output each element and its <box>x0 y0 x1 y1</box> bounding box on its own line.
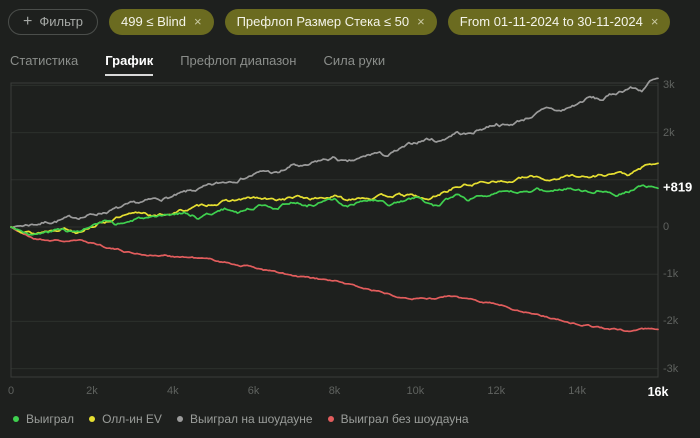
x-axis-tick: 4k <box>166 385 179 397</box>
tab-hand-strength[interactable]: Сила руки <box>323 53 386 68</box>
series-line-red <box>10 226 659 333</box>
legend-dot-icon <box>176 416 183 422</box>
tab-graph[interactable]: График <box>105 53 154 76</box>
x-axis-tick: 8k <box>328 385 341 397</box>
x-axis-total-hands-label: 16k <box>647 385 669 399</box>
legend-label: Выиграл на шоудауне <box>189 412 313 426</box>
add-filter-button[interactable]: + Фильтр <box>8 8 99 35</box>
tab-statistics[interactable]: Статистика <box>10 53 79 68</box>
x-axis-tick: 14k <box>568 385 586 397</box>
x-axis-tick: 2k <box>86 385 98 397</box>
plus-icon: + <box>23 12 33 30</box>
filter-chip[interactable]: Префлоп Размер Стека ≤ 50 × <box>224 8 437 35</box>
legend-item-gray[interactable]: Выиграл на шоудауне <box>176 412 313 426</box>
series-line-green <box>10 184 659 236</box>
series-line-gray <box>10 77 659 229</box>
close-icon[interactable]: × <box>650 14 659 29</box>
y-axis-tick: -1k <box>663 268 679 281</box>
tab-preflop-range[interactable]: Префлоп диапазон <box>180 53 297 68</box>
legend-dot-icon <box>89 416 96 422</box>
x-axis-tick: 10k <box>406 385 425 397</box>
y-axis-tick: 2k <box>663 126 675 139</box>
legend-item-green[interactable]: Выиграл <box>13 412 74 426</box>
y-axis-tick: -2k <box>663 315 679 328</box>
x-axis-labels: 0 2k 4k 6k 8k 10k 12k 14k 16k <box>0 385 700 401</box>
filter-chip[interactable]: From 01-11-2024 to 30-11-2024 × <box>447 8 671 35</box>
filter-button-label: Фильтр <box>39 14 84 29</box>
legend-item-yellow[interactable]: Олл-ин EV <box>89 412 162 426</box>
chart-area[interactable]: 3k 2k 0 -1k -2k -3k +819 <box>0 75 700 385</box>
legend-dot-icon <box>327 416 334 422</box>
graph-svg[interactable] <box>0 75 700 385</box>
x-axis-tick: 0 <box>7 385 15 397</box>
end-value-label: +819 <box>663 179 693 195</box>
legend-label: Выиграл <box>26 412 75 426</box>
legend-item-red[interactable]: Выиграл без шоудауна <box>327 412 469 426</box>
legend-label: Олл-ин EV <box>102 412 162 426</box>
legend-label: Выиграл без шоудауна <box>340 412 469 426</box>
filter-bar: + Фильтр 499 ≤ Blind × Префлоп Размер Стек… <box>8 8 692 35</box>
filter-chip[interactable]: 499 ≤ Blind × <box>109 8 214 35</box>
filter-chip-label: From 01-11-2024 to 30-11-2024 <box>459 14 643 29</box>
legend-dot-icon <box>13 416 19 422</box>
y-axis-tick: -3k <box>663 362 679 375</box>
x-axis-tick: 6k <box>247 385 260 397</box>
filter-chip-label: Префлоп Размер Стека ≤ 50 <box>236 14 410 29</box>
chart-legend: Выиграл Олл-ин EV Выиграл на шоудауне Выигр… <box>13 410 469 428</box>
filter-chips: 499 ≤ Blind × Префлоп Размер Стека ≤ 50 × Fr… <box>109 8 671 35</box>
y-axis-tick: 3k <box>663 79 675 92</box>
close-icon[interactable]: × <box>417 14 425 29</box>
x-axis-tick: 12k <box>487 385 506 397</box>
close-icon[interactable]: × <box>193 14 202 29</box>
filter-chip-label: 499 ≤ Blind <box>121 14 186 29</box>
tab-bar: Статистика График Префлоп диапазон Сила рук… <box>10 53 385 76</box>
y-axis-tick: 0 <box>663 221 670 233</box>
series-line-yellow <box>10 162 659 235</box>
